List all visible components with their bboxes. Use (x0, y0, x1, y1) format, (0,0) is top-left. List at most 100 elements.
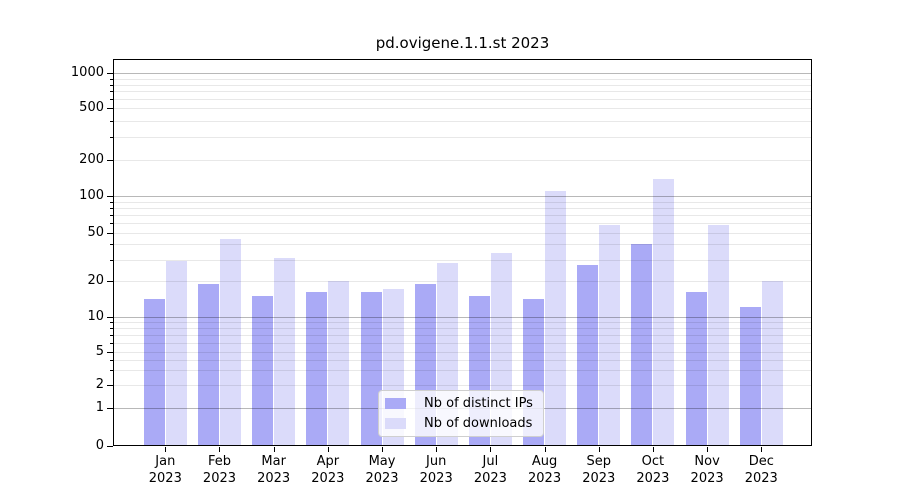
minor-gridline (114, 99, 811, 101)
y-axis-tick (107, 232, 113, 234)
legend-label: Nb of distinct IPs (424, 396, 533, 411)
y-axis-minor-tick (110, 84, 113, 86)
y-axis-tick (107, 408, 113, 409)
minor-gridline (114, 244, 811, 246)
bar-distinct-ips (306, 292, 328, 446)
y-axis-tick-label: 5 (95, 344, 104, 359)
minor-gridline (114, 108, 811, 110)
x-axis-tick-label: Oct 2023 (636, 454, 670, 486)
x-axis-tick (165, 447, 167, 452)
bar-downloads (165, 261, 187, 446)
bar-distinct-ips (143, 299, 165, 446)
x-axis-tick-label: Jun 2023 (419, 454, 453, 486)
bar-downloads (707, 224, 729, 446)
legend-label: Nb of downloads (424, 416, 533, 431)
x-axis-tick (436, 447, 438, 452)
y-axis-minor-tick (110, 322, 113, 324)
major-gridline (114, 196, 811, 198)
minor-gridline (114, 78, 811, 80)
minor-gridline (114, 385, 811, 386)
y-axis-minor-tick (110, 259, 113, 261)
y-axis-minor-tick (110, 99, 113, 101)
minor-gridline (114, 370, 811, 372)
minor-gridline (114, 120, 811, 122)
y-axis-tick (107, 108, 113, 110)
y-axis-tick-label: 500 (79, 100, 104, 116)
x-axis-tick-label: Sep 2023 (582, 454, 616, 486)
minor-gridline (114, 322, 811, 324)
x-axis-tick (490, 447, 492, 452)
y-axis-tick (107, 316, 113, 318)
minor-gridline (114, 342, 811, 344)
x-axis-tick (327, 447, 329, 452)
y-axis-minor-tick (110, 244, 113, 246)
bar-distinct-ips (252, 295, 274, 446)
x-axis-tick-label: May 2023 (365, 454, 399, 486)
minor-gridline (114, 215, 811, 217)
y-axis-tick-label: 1 (95, 400, 104, 415)
bar-downloads (219, 239, 241, 446)
minor-gridline (114, 160, 811, 162)
minor-gridline (114, 259, 811, 261)
y-axis-minor-tick (110, 215, 113, 217)
bar-downloads (599, 224, 621, 446)
y-axis-tick-label: 50 (87, 224, 104, 240)
y-axis-tick (107, 385, 113, 386)
x-axis-tick-label: Aug 2023 (528, 454, 562, 486)
y-axis-tick-label: 2 (95, 377, 104, 392)
y-axis-minor-tick (110, 342, 113, 344)
bar-distinct-ips (631, 244, 653, 446)
x-axis-tick-label: Apr 2023 (311, 454, 345, 486)
x-axis-tick (707, 447, 709, 452)
y-axis-minor-tick (110, 360, 113, 362)
x-axis-tick-label: Nov 2023 (690, 454, 724, 486)
y-axis-minor-tick (110, 120, 113, 122)
y-axis-tick-label: 100 (79, 188, 104, 204)
bar-downloads (545, 191, 567, 446)
bar-downloads (761, 281, 783, 446)
minor-gridline (114, 208, 811, 210)
y-axis-tick-label: 10 (87, 308, 104, 324)
x-axis-tick-label: Feb 2023 (202, 454, 237, 486)
y-axis-tick (107, 160, 113, 162)
x-axis-tick (761, 447, 763, 452)
y-axis-tick (107, 281, 113, 282)
minor-gridline (114, 328, 811, 330)
x-axis-tick (219, 447, 221, 452)
y-axis-minor-tick (110, 370, 113, 372)
minor-gridline (114, 352, 811, 353)
x-axis-tick-label: Dec 2023 (744, 454, 778, 486)
y-axis-minor-tick (110, 328, 113, 330)
bar-downloads (653, 178, 675, 446)
y-axis-tick-label: 200 (79, 152, 104, 168)
y-axis-tick-label: 0 (95, 438, 104, 453)
minor-gridline (114, 137, 811, 139)
legend-item: Nb of distinct IPs (385, 396, 537, 411)
y-axis-minor-tick (110, 223, 113, 225)
minor-gridline (114, 281, 811, 282)
y-axis-minor-tick (110, 91, 113, 93)
legend-item: Nb of downloads (385, 416, 537, 431)
y-axis-tick (107, 196, 113, 198)
y-axis-minor-tick (110, 78, 113, 80)
minor-gridline (114, 232, 811, 234)
major-gridline (114, 73, 811, 75)
y-axis-tick (107, 352, 113, 353)
y-axis-minor-tick (110, 208, 113, 210)
x-axis-tick (382, 447, 384, 452)
bar-distinct-ips (685, 292, 707, 446)
x-axis-tick-label: Jan 2023 (148, 454, 182, 486)
y-axis-tick-label: 1000 (70, 65, 104, 81)
chart-title: pd.ovigene.1.1.st 2023 (375, 34, 550, 52)
y-axis-tick (107, 73, 113, 75)
legend-swatch-downloads (385, 418, 406, 429)
minor-gridline (114, 334, 811, 336)
legend: Nb of distinct IPs Nb of downloads (378, 390, 544, 437)
major-gridline (114, 316, 811, 318)
x-axis-tick-label: Jul 2023 (473, 454, 507, 486)
x-axis-tick (598, 447, 600, 452)
x-axis-tick (652, 447, 654, 452)
x-axis-tick (544, 447, 546, 452)
y-axis-minor-tick (110, 201, 113, 203)
x-axis-tick (273, 447, 275, 452)
